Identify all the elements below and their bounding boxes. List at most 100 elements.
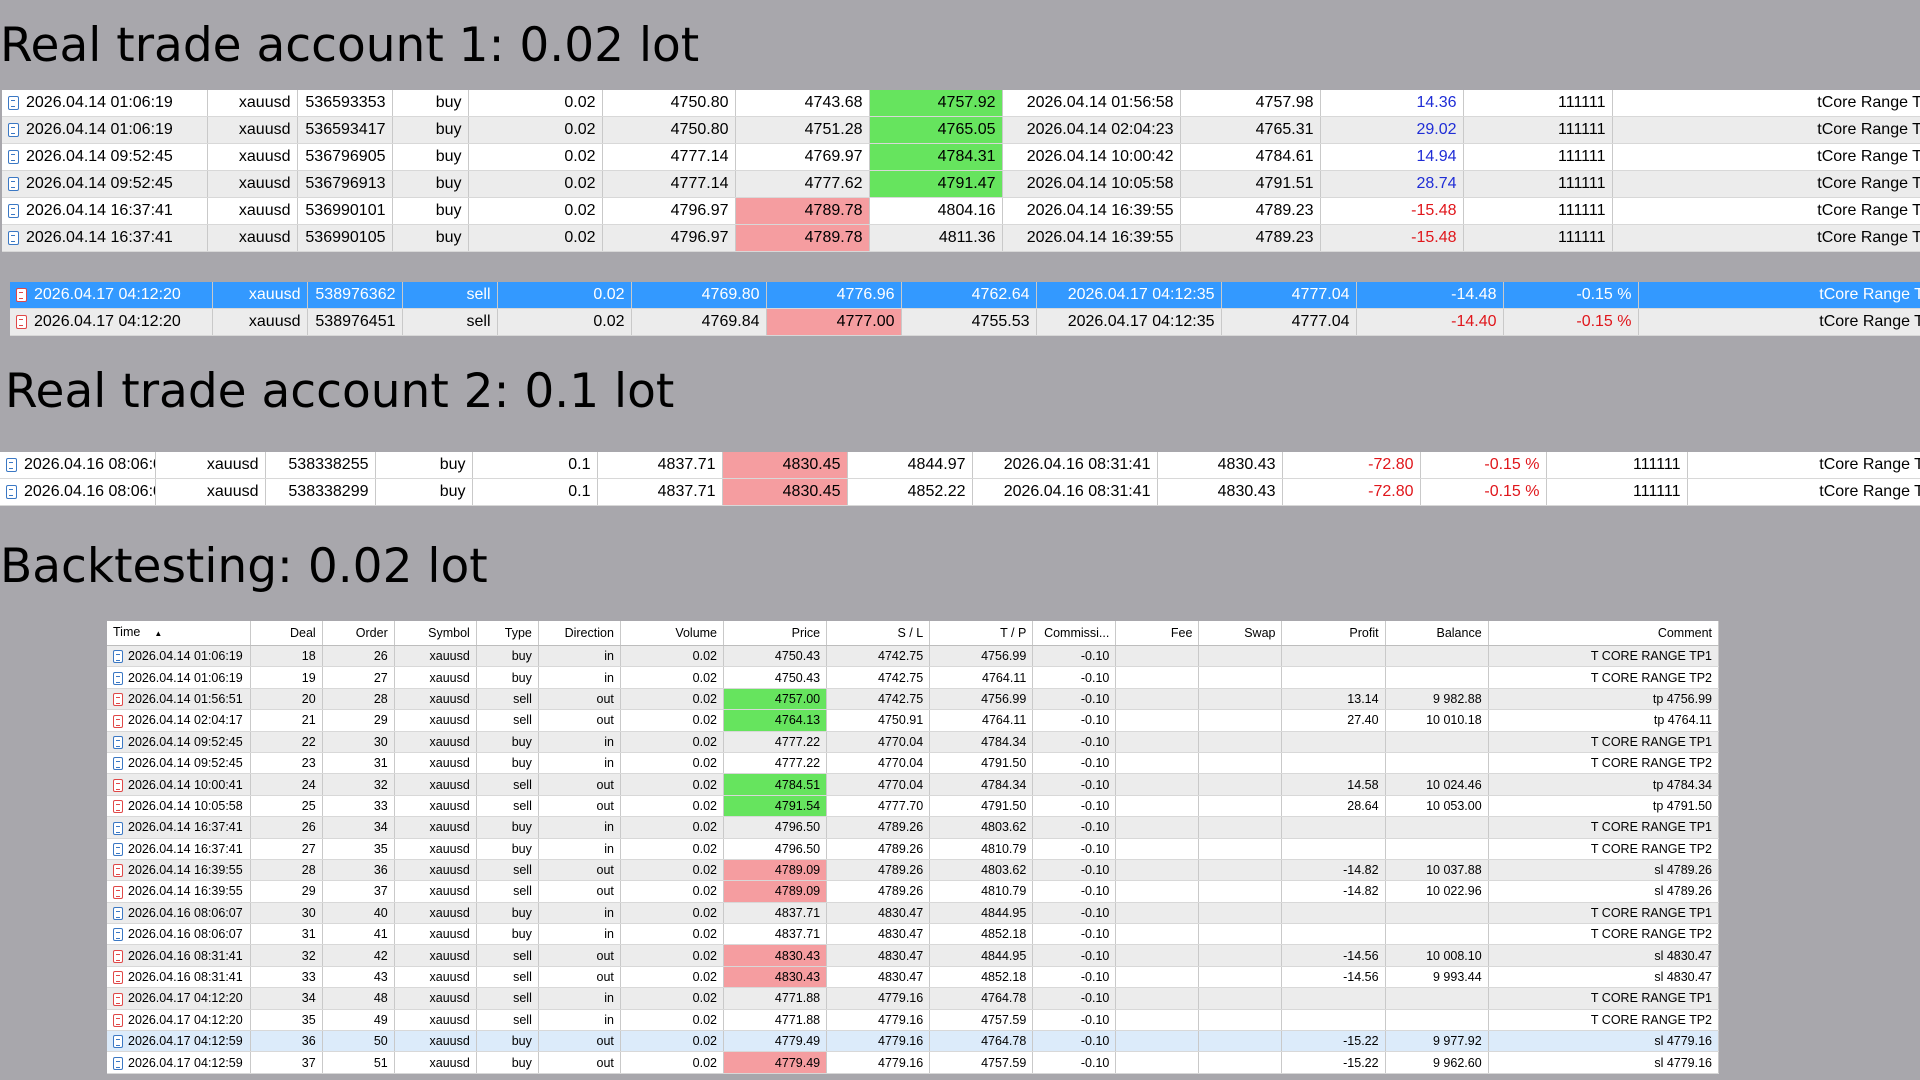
deal-cell: 24 [250,773,323,796]
table-row[interactable]: 2026.04.14 01:06:19 18 26 xauusd buy in 0.02 47… [107,645,1720,668]
column-header[interactable]: Direction [538,621,621,646]
volume-cell: 0.02 [620,795,725,818]
volume-cell: 0.02 [620,838,725,860]
profit-cell: -14.82 [1281,859,1386,882]
stop-loss-cell-value: 4830.45 [782,483,841,500]
column-header[interactable]: Swap [1198,621,1283,646]
stop-loss-cell-value: 4789.26 [878,884,924,899]
ticket-cell: 536990101 [297,197,393,225]
comment-cell-value: T CORE RANGE TP1 [1590,734,1712,749]
table-row[interactable]: 2026.04.14 01:06:19 xauusd 536593353 buy 0.0… [2,90,1920,117]
table-row[interactable]: 2026.04.14 09:52:45 xauusd 536796905 buy 0.0… [2,143,1920,171]
take-profit-cell: 4791.50 [929,795,1034,818]
column-header[interactable]: Type [476,621,539,646]
column-header[interactable]: Commissi... [1032,621,1117,646]
table-row[interactable]: 2026.04.14 10:05:58 25 33 xauusd sell out 0.02… [107,795,1720,818]
price-cell-value: 4771.88 [774,1012,821,1027]
table-row[interactable]: 2026.04.16 08:06:07 31 41 xauusd buy in 0.02 48… [107,923,1720,946]
stop-loss-cell: 4779.16 [826,1051,931,1074]
order-cell: 50 [322,1030,395,1053]
comment-cell-value: T CORE RANGE TP2 [1590,1012,1712,1027]
volume-cell-value: 0.02 [564,229,596,246]
table-row[interactable]: 2026.04.14 09:52:45 xauusd 536796913 buy 0.0… [2,170,1920,198]
column-header[interactable]: S / L [826,621,931,646]
table-row[interactable]: 2026.04.14 02:04:17 21 29 xauusd sell out 0.02… [107,709,1720,732]
buy-deal-icon [8,149,19,164]
table-row[interactable]: 2026.04.14 01:56:51 20 28 xauusd sell out 0.02… [107,688,1720,711]
take-profit-cell-value: 4803.62 [981,820,1027,835]
table-row[interactable]: 2026.04.14 01:06:19 xauusd 536593417 buy 0.0… [2,116,1920,144]
profit-cell: -14.40 [1356,308,1504,336]
table-row[interactable]: 2026.04.14 09:52:45 23 31 xauusd buy in 0.02 47… [107,752,1720,775]
close-price-cell: 4789.23 [1180,197,1321,225]
table-row[interactable]: 2026.04.14 01:06:19 19 27 xauusd buy in 0.02 47… [107,666,1720,689]
profit-cell: 28.64 [1281,795,1386,818]
column-header[interactable]: Price [723,621,828,646]
column-header[interactable]: Balance [1385,621,1489,646]
table-row[interactable]: 2026.04.14 16:37:41 xauusd 536990101 buy 0.0… [2,197,1920,225]
column-header[interactable]: Fee [1115,621,1200,646]
volume-cell-value: 0.02 [692,777,718,792]
direction-cell: in [538,1009,621,1032]
direction-cell: in [538,752,621,775]
open-price-cell: 4837.71 [597,478,723,506]
close-price-cell-value: 4777.04 [1291,286,1350,303]
table-row[interactable]: 2026.04.16 08:06:07 30 40 xauusd buy in 0.02 48… [107,902,1720,925]
sell-deal-icon [113,992,123,1006]
balance-cell-value: 10 008.10 [1426,948,1482,963]
table-row[interactable]: 2026.04.16 08:31:41 33 43 xauusd sell out 0.02… [107,966,1720,989]
column-header[interactable]: Order [322,621,395,646]
take-profit-cell-value: 4844.95 [981,905,1027,920]
direction-cell: in [538,923,621,946]
type-cell-value: buy [511,649,532,664]
table-row[interactable]: 2026.04.16 08:06:07 xauusd 538338299 buy 0.1… [0,478,1920,506]
comment-cell: T CORE RANGE TP1 [1488,645,1720,668]
column-header[interactable]: Profit [1281,621,1386,646]
table-row[interactable]: 2026.04.16 08:31:41 32 42 xauusd sell out 0.02… [107,944,1720,967]
balance-cell-value: 9 962.60 [1433,1055,1482,1070]
column-header[interactable]: Volume [620,621,725,646]
table-row[interactable]: 2026.04.14 16:39:55 29 37 xauusd sell out 0.02… [107,880,1720,903]
table-row[interactable]: 2026.04.17 04:12:20 35 49 xauusd sell in 0.02 4… [107,1009,1720,1032]
open-time-cell: 2026.04.14 01:06:19 [2,116,208,144]
take-profit-cell: 4757.59 [929,1051,1034,1074]
volume-cell-value: 0.02 [692,798,718,813]
fee-cell [1115,1009,1200,1032]
order-cell: 30 [322,731,395,753]
table-row[interactable]: 2026.04.14 16:37:41 27 35 xauusd buy in 0.02 47… [107,838,1720,860]
profit-cell [1281,1009,1386,1032]
type-cell-value: sell [466,286,491,303]
table-row[interactable]: 2026.04.14 16:39:55 28 36 xauusd sell out 0.02… [107,859,1720,882]
table-row[interactable]: 2026.04.14 16:37:41 xauusd 536990105 buy 0.0… [2,224,1920,252]
table-row[interactable]: 2026.04.14 09:52:45 22 30 xauusd buy in 0.02 47… [107,731,1720,753]
profit-cell [1281,816,1386,839]
price-cell-value: 4779.49 [774,1034,821,1049]
buy-deal-icon [113,757,123,771]
table-row[interactable]: 2026.04.16 08:06:07 xauusd 538338255 buy 0.1… [0,452,1920,479]
magic-cell: 111111 [1463,143,1613,171]
type-cell-value: sell [513,1012,532,1027]
time-cell: 2026.04.16 08:31:41 [107,944,251,967]
table-row[interactable]: 2026.04.14 10:00:41 24 32 xauusd sell out 0.02… [107,773,1720,796]
direction-cell-value: out [596,863,614,878]
column-header[interactable]: T / P [929,621,1034,646]
symbol-cell: xauusd [394,731,477,753]
fee-cell [1115,1051,1200,1074]
column-header[interactable]: Symbol [394,621,477,646]
column-header[interactable]: Comment [1488,621,1720,646]
table-row[interactable]: 2026.04.17 04:12:59 37 51 xauusd buy out 0.02 4… [107,1051,1720,1074]
stop-loss-cell-value: 4742.75 [878,649,924,664]
profit-cell [1281,838,1386,860]
column-header[interactable]: Time ▲ [107,621,251,646]
column-header[interactable]: Deal [250,621,323,646]
time-cell: 2026.04.17 04:12:20 [107,1009,251,1032]
type-cell: buy [476,923,539,946]
open-time-cell: 2026.04.14 09:52:45 [2,170,208,198]
table-row[interactable]: 2026.04.17 04:12:20 xauusd 538976451 sell 0.… [10,308,1920,336]
profit-cell: 27.40 [1281,709,1386,732]
table-row[interactable]: 2026.04.17 04:12:59 36 50 xauusd buy out 0.02 4… [107,1030,1720,1053]
table-row[interactable]: 2026.04.17 04:12:20 34 48 xauusd sell in 0.02 4… [107,987,1720,1010]
selected-table-row[interactable]: 2026.04.17 04:12:20 xauusd 538976362 sell 0.… [10,282,1920,309]
ticket-cell-value: 536990105 [305,229,386,246]
table-row[interactable]: 2026.04.14 16:37:41 26 34 xauusd buy in 0.02 47… [107,816,1720,839]
